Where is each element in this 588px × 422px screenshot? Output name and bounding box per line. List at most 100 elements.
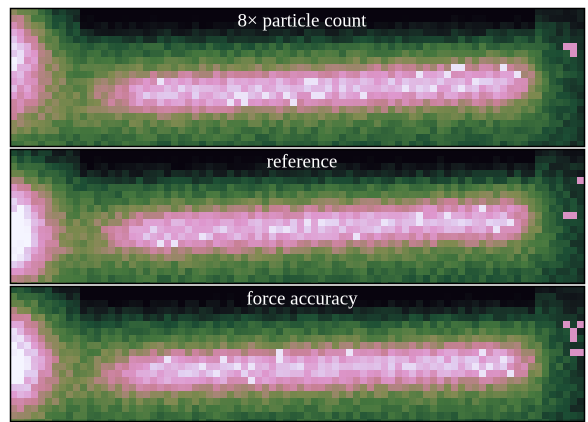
- density-cell: [59, 50, 66, 57]
- density-cell: [213, 177, 220, 184]
- density-cell: [171, 384, 178, 391]
- density-cell: [570, 36, 577, 43]
- density-cell: [115, 254, 122, 261]
- density-cell: [304, 247, 311, 254]
- density-cell: [129, 120, 136, 127]
- density-cell: [374, 15, 381, 22]
- density-cell: [164, 8, 171, 15]
- density-cell: [332, 36, 339, 43]
- density-cell: [507, 419, 514, 422]
- density-cell: [297, 134, 304, 141]
- density-cell: [241, 99, 248, 106]
- density-cell: [304, 363, 311, 370]
- density-cell: [38, 328, 45, 335]
- density-cell: [10, 120, 17, 127]
- density-cell: [535, 233, 542, 240]
- density-cell: [416, 29, 423, 36]
- density-cell: [108, 71, 115, 78]
- density-cell: [164, 156, 171, 163]
- density-cell: [409, 293, 416, 300]
- density-cell: [101, 275, 108, 282]
- density-cell: [353, 149, 360, 156]
- density-cell: [570, 300, 577, 307]
- density-cell: [409, 370, 416, 377]
- density-cell: [409, 71, 416, 78]
- density-cell: [10, 212, 17, 219]
- density-cell: [570, 254, 577, 261]
- density-cell: [297, 307, 304, 314]
- density-cell: [94, 184, 101, 191]
- density-cell: [269, 113, 276, 120]
- density-cell: [213, 356, 220, 363]
- density-cell: [549, 184, 556, 191]
- density-cell: [122, 184, 129, 191]
- density-cell: [248, 293, 255, 300]
- density-cell: [528, 156, 535, 163]
- density-cell: [458, 36, 465, 43]
- density-cell: [66, 156, 73, 163]
- density-cell: [479, 85, 486, 92]
- density-cell: [290, 163, 297, 170]
- density-cell: [500, 314, 507, 321]
- density-cell: [276, 307, 283, 314]
- density-cell: [514, 29, 521, 36]
- density-cell: [136, 412, 143, 419]
- density-cell: [311, 349, 318, 356]
- density-cell: [101, 15, 108, 22]
- density-cell: [227, 57, 234, 64]
- density-cell: [122, 377, 129, 384]
- density-cell: [206, 328, 213, 335]
- density-cell: [24, 43, 31, 50]
- density-cell: [206, 356, 213, 363]
- density-cell: [325, 71, 332, 78]
- density-cell: [10, 92, 17, 99]
- density-cell: [80, 314, 87, 321]
- density-cell: [465, 275, 472, 282]
- density-cell: [325, 405, 332, 412]
- density-cell: [458, 29, 465, 36]
- density-cell: [332, 349, 339, 356]
- density-cell: [528, 205, 535, 212]
- density-cell: [367, 226, 374, 233]
- density-cell: [234, 22, 241, 29]
- density-cell: [59, 398, 66, 405]
- density-cell: [206, 342, 213, 349]
- density-cell: [521, 377, 528, 384]
- density-cell: [262, 419, 269, 422]
- density-cell: [108, 254, 115, 261]
- density-cell: [24, 212, 31, 219]
- density-cell: [297, 156, 304, 163]
- density-cell: [262, 300, 269, 307]
- density-cell: [360, 212, 367, 219]
- density-cell: [325, 342, 332, 349]
- density-cell: [542, 163, 549, 170]
- density-cell: [220, 307, 227, 314]
- density-cell: [409, 85, 416, 92]
- density-cell: [360, 191, 367, 198]
- density-cell: [213, 314, 220, 321]
- density-cell: [45, 99, 52, 106]
- density-cell: [535, 370, 542, 377]
- density-cell: [59, 412, 66, 419]
- density-cell: [528, 15, 535, 22]
- density-cell: [514, 412, 521, 419]
- density-cell: [10, 391, 17, 398]
- density-cell: [416, 36, 423, 43]
- density-cell: [570, 219, 577, 226]
- density-cell: [178, 15, 185, 22]
- density-cell: [290, 247, 297, 254]
- density-cell: [164, 286, 171, 293]
- density-cell: [80, 328, 87, 335]
- density-cell: [325, 92, 332, 99]
- density-cell: [276, 240, 283, 247]
- density-cell: [10, 377, 17, 384]
- density-cell: [367, 156, 374, 163]
- density-cell: [332, 50, 339, 57]
- density-cell: [213, 71, 220, 78]
- density-cell: [423, 226, 430, 233]
- density-cell: [122, 106, 129, 113]
- density-cell: [381, 36, 388, 43]
- density-cell: [59, 43, 66, 50]
- density-cell: [241, 156, 248, 163]
- density-cell: [374, 163, 381, 170]
